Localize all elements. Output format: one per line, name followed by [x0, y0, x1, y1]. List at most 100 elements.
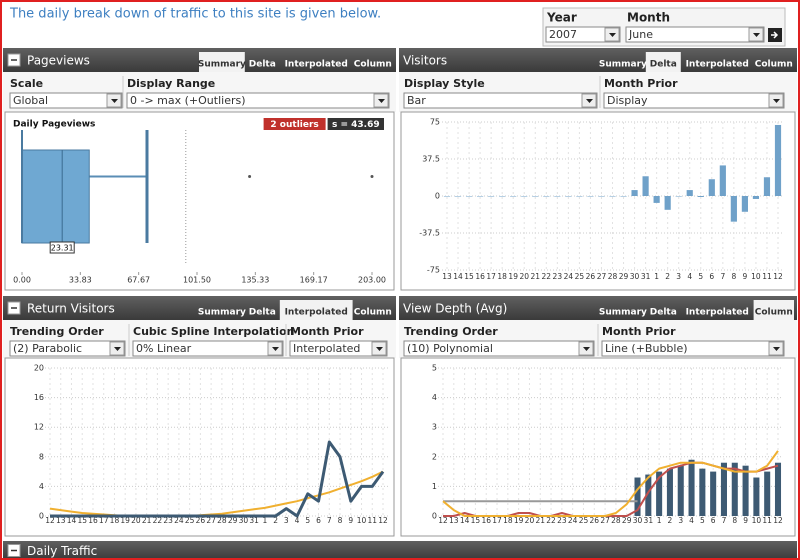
control-select-value[interactable]: (2) Parabolic	[13, 342, 82, 355]
year-select-value[interactable]: 2007	[549, 28, 577, 41]
tab-active[interactable]	[753, 300, 794, 320]
y-tick-label: 1	[432, 482, 437, 491]
control-select-box[interactable]	[9, 92, 123, 109]
y-tick-label: 20	[34, 364, 44, 373]
tab[interactable]: Interpolated	[686, 60, 749, 70]
tab[interactable]: Interpolated	[285, 308, 348, 318]
control-select-box[interactable]	[132, 340, 284, 357]
x-tick-label: 19	[508, 272, 518, 281]
control-select-arrow[interactable]	[114, 347, 121, 351]
bar	[642, 176, 649, 196]
y-tick-label: 3	[432, 423, 437, 432]
control-select-value[interactable]: Display	[607, 94, 648, 107]
year-select-arrow[interactable]	[609, 33, 616, 37]
control-select-box[interactable]	[601, 340, 785, 357]
year-label: Year	[546, 11, 577, 25]
x-tick-label: 21	[530, 272, 540, 281]
tab-active[interactable]	[645, 52, 681, 72]
bar	[477, 196, 484, 197]
control-select-arrow[interactable]	[111, 99, 118, 103]
control-select-value[interactable]: 0 -> max (+Outliers)	[130, 94, 246, 107]
x-tick-label: 101.50	[183, 276, 211, 285]
badge	[263, 118, 326, 130]
control-select-value[interactable]: Line (+Bubble)	[605, 342, 688, 355]
tab[interactable]: Delta	[650, 60, 677, 70]
x-tick-label: 12	[378, 516, 388, 525]
month-select-arrow[interactable]	[753, 33, 760, 37]
bar	[774, 124, 782, 196]
tab-active[interactable]	[279, 300, 353, 320]
control-select-value[interactable]: Interpolated	[293, 342, 360, 355]
x-tick-label: 1	[657, 516, 662, 525]
tab[interactable]: Column	[755, 308, 793, 318]
control-select-box[interactable]	[603, 92, 785, 109]
x-tick-label: 20	[131, 516, 141, 525]
bar	[686, 190, 693, 196]
control-select-box[interactable]	[289, 340, 388, 357]
control-select-arrow[interactable]	[378, 99, 385, 103]
bar	[774, 462, 782, 516]
tab[interactable]: Summary	[198, 60, 246, 70]
bar	[675, 196, 682, 197]
control-select-arrow[interactable]	[773, 347, 780, 351]
tab[interactable]: Summary	[599, 308, 647, 318]
year-select-box[interactable]	[545, 26, 621, 43]
y-tick-label: 2	[432, 452, 437, 461]
x-tick-label: 21	[535, 516, 545, 525]
control-select-value[interactable]: Global	[13, 94, 48, 107]
tab[interactable]: Column	[354, 308, 392, 318]
tab[interactable]: Summary	[599, 60, 647, 70]
control-select-arrow[interactable]	[272, 347, 279, 351]
bar	[710, 471, 717, 516]
panel-title: Pageviews	[27, 54, 90, 68]
control-select-arrow[interactable]	[586, 99, 593, 103]
x-tick-label: 24	[568, 516, 578, 525]
control-select-box[interactable]	[9, 340, 126, 357]
y-tick-label: 16	[34, 393, 44, 402]
line	[50, 440, 385, 518]
bar	[631, 190, 638, 196]
bar	[763, 177, 771, 196]
x-tick-label: 8	[732, 516, 737, 525]
tab[interactable]: Interpolated	[686, 308, 749, 318]
control-select-value[interactable]: 0% Linear	[136, 342, 192, 355]
tab[interactable]: Column	[755, 60, 793, 70]
tab[interactable]: Delta	[249, 308, 276, 318]
tab[interactable]: Delta	[249, 60, 276, 70]
x-tick-label: 67.67	[127, 276, 150, 285]
x-tick-label: 6	[316, 516, 321, 525]
x-tick-label: 12	[45, 516, 55, 525]
y-tick-label: 4	[432, 393, 437, 402]
tab[interactable]: Summary	[198, 308, 246, 318]
control-select-arrow[interactable]	[583, 347, 590, 351]
control-select-box[interactable]	[126, 92, 390, 109]
control-select-box[interactable]	[403, 340, 595, 357]
x-tick-label: 5	[700, 516, 705, 525]
month-select-value[interactable]: June	[628, 28, 653, 41]
control-select-arrow[interactable]	[773, 99, 780, 103]
x-tick-label: 26	[590, 516, 600, 525]
control-select-arrow[interactable]	[376, 347, 383, 351]
bar	[741, 196, 748, 212]
x-tick-label: 16	[88, 516, 98, 525]
x-tick-label: 15	[471, 516, 481, 525]
tab-active[interactable]	[199, 52, 245, 72]
bar	[719, 165, 726, 196]
tab[interactable]: Interpolated	[285, 60, 348, 70]
x-tick-label: 25	[579, 516, 589, 525]
bar	[697, 196, 704, 197]
y-tick-label: 0	[435, 192, 440, 201]
x-tick-label: 11	[762, 516, 772, 525]
control-select-value[interactable]: (10) Polynomial	[407, 342, 493, 355]
control-select-value[interactable]: Bar	[407, 94, 426, 107]
x-tick-label: 28	[611, 516, 621, 525]
control-select-box[interactable]	[403, 92, 598, 109]
x-tick-label: 23	[163, 516, 173, 525]
y-tick-label: 75	[430, 118, 440, 127]
tab[interactable]: Column	[354, 60, 392, 70]
month-select-box[interactable]	[625, 26, 765, 43]
tab[interactable]: Delta	[650, 308, 677, 318]
control-label: Display Range	[127, 77, 215, 90]
go-arrow[interactable]	[771, 31, 779, 39]
bar	[499, 196, 506, 197]
